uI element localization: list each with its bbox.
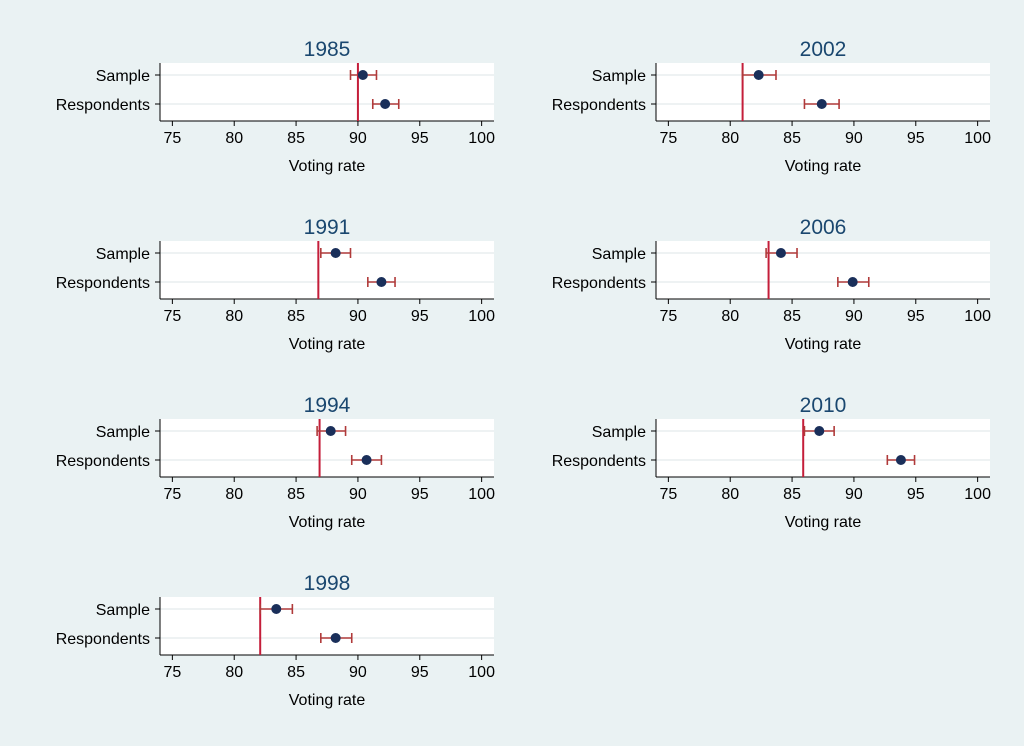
x-tick-label: 85: [287, 308, 305, 325]
x-tick-label: 85: [287, 130, 305, 147]
panel-1985: 1985 Sample Respondents 75 80 85 90 95 100 Voting…: [56, 38, 495, 175]
x-axis-title: Voting rate: [289, 692, 366, 709]
x-axis-title: Voting rate: [785, 514, 862, 531]
panel-1998: 1998 Sample Respondents 75 80 85 90 95 100 Voting…: [56, 572, 495, 709]
x-tick-label: 100: [964, 308, 991, 325]
panel-title: 2006: [800, 216, 847, 239]
x-axis-title: Voting rate: [289, 514, 366, 531]
panel-2006: 2006 Sample Respondents 75 80 85 90 95 100 Voting…: [552, 216, 991, 353]
x-tick-label: 80: [225, 308, 243, 325]
x-tick-label: 75: [163, 664, 181, 681]
panel-title: 1991: [304, 216, 351, 239]
category-label: Sample: [592, 246, 646, 263]
x-tick-label: 85: [783, 486, 801, 503]
point-respondents: [376, 277, 387, 287]
plot-area: [160, 241, 494, 299]
x-tick-label: 80: [721, 308, 739, 325]
x-axis-title: Voting rate: [289, 158, 366, 175]
x-axis-title: Voting rate: [785, 158, 862, 175]
point-respondents: [330, 633, 341, 643]
x-tick-label: 90: [349, 486, 367, 503]
point-respondents: [895, 455, 906, 465]
point-respondents: [816, 99, 827, 109]
panel-title: 1994: [304, 394, 351, 417]
x-tick-label: 100: [468, 664, 495, 681]
category-label: Respondents: [552, 453, 646, 470]
x-tick-label: 95: [411, 130, 429, 147]
point-respondents: [847, 277, 858, 287]
plot-area: [656, 241, 990, 299]
x-tick-label: 75: [659, 308, 677, 325]
x-tick-label: 85: [287, 664, 305, 681]
x-axis-title: Voting rate: [785, 336, 862, 353]
point-respondents: [380, 99, 391, 109]
panel-title: 1985: [304, 38, 351, 61]
category-label: Respondents: [552, 275, 646, 292]
category-label: Respondents: [56, 453, 150, 470]
point-sample: [357, 70, 368, 80]
x-tick-label: 75: [659, 486, 677, 503]
panel-title: 1998: [304, 572, 351, 595]
x-tick-label: 80: [225, 486, 243, 503]
category-label: Respondents: [56, 97, 150, 114]
x-tick-label: 95: [411, 308, 429, 325]
plot-area: [160, 63, 494, 121]
x-tick-label: 100: [468, 486, 495, 503]
category-label: Respondents: [56, 631, 150, 648]
x-tick-label: 100: [468, 308, 495, 325]
category-label: Sample: [96, 602, 150, 619]
point-sample: [775, 248, 786, 258]
point-sample: [271, 604, 282, 614]
panel-2002: 2002 Sample Respondents 75 80 85 90 95 100 Voting…: [552, 38, 991, 175]
x-tick-label: 100: [964, 486, 991, 503]
x-tick-label: 95: [907, 308, 925, 325]
category-label: Sample: [592, 424, 646, 441]
point-sample: [814, 426, 825, 436]
x-tick-label: 80: [225, 130, 243, 147]
x-tick-label: 90: [349, 308, 367, 325]
category-label: Sample: [96, 246, 150, 263]
plot-area: [160, 597, 494, 655]
panel-1991: 1991 Sample Respondents 75 80 85 90 95 100 Voting…: [56, 216, 495, 353]
x-tick-label: 90: [845, 130, 863, 147]
x-tick-label: 80: [721, 130, 739, 147]
x-tick-label: 85: [287, 486, 305, 503]
panel-title: 2002: [800, 38, 847, 61]
category-label: Respondents: [56, 275, 150, 292]
x-tick-label: 95: [411, 664, 429, 681]
panel-title: 2010: [800, 394, 847, 417]
x-tick-label: 80: [225, 664, 243, 681]
x-tick-label: 100: [468, 130, 495, 147]
x-tick-label: 90: [349, 664, 367, 681]
x-tick-label: 90: [845, 308, 863, 325]
category-label: Sample: [96, 68, 150, 85]
x-tick-label: 95: [411, 486, 429, 503]
x-tick-label: 90: [349, 130, 367, 147]
x-tick-label: 95: [907, 486, 925, 503]
panel-1994: 1994 Sample Respondents 75 80 85 90 95 100 Voting…: [56, 394, 495, 531]
category-label: Sample: [592, 68, 646, 85]
x-tick-label: 75: [163, 308, 181, 325]
x-axis-title: Voting rate: [289, 336, 366, 353]
x-tick-label: 100: [964, 130, 991, 147]
x-tick-label: 75: [163, 130, 181, 147]
point-sample: [753, 70, 764, 80]
plot-area: [656, 63, 990, 121]
panel-2010: 2010 Sample Respondents 75 80 85 90 95 100 Voting…: [552, 394, 991, 531]
x-tick-label: 80: [721, 486, 739, 503]
category-label: Sample: [96, 424, 150, 441]
category-label: Respondents: [552, 97, 646, 114]
point-sample: [330, 248, 341, 258]
x-tick-label: 75: [163, 486, 181, 503]
x-tick-label: 90: [845, 486, 863, 503]
x-tick-label: 95: [907, 130, 925, 147]
point-respondents: [361, 455, 372, 465]
point-sample: [325, 426, 336, 436]
x-tick-label: 85: [783, 308, 801, 325]
x-tick-label: 85: [783, 130, 801, 147]
x-tick-label: 75: [659, 130, 677, 147]
